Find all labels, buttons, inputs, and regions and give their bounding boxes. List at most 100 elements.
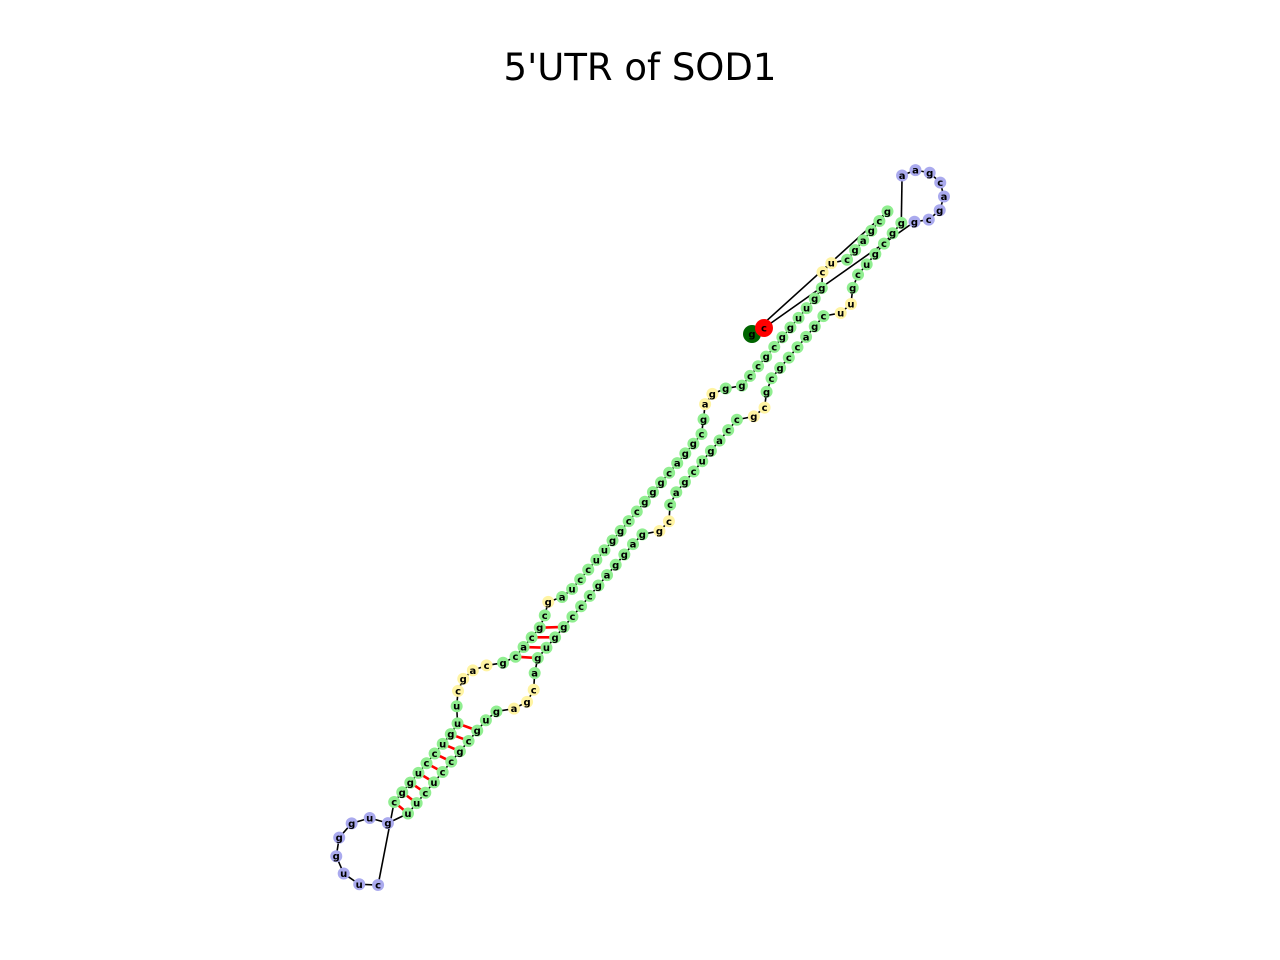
nucleotide: u bbox=[845, 298, 857, 311]
nucleotide: g bbox=[679, 447, 691, 460]
nucleotide: g bbox=[647, 486, 659, 499]
nucleotide-label: c bbox=[391, 797, 397, 808]
nucleotide-label: g bbox=[609, 536, 616, 547]
nucleotide-label: c bbox=[466, 736, 472, 747]
nucleotide-label: u bbox=[803, 304, 810, 315]
nucleotide-label: g bbox=[709, 389, 716, 400]
nucleotide-label: c bbox=[769, 374, 775, 385]
nucleotide-label: a bbox=[674, 459, 681, 470]
nucleotide: g bbox=[457, 673, 469, 686]
nucleotide: a bbox=[909, 164, 921, 177]
nucleotide-label: c bbox=[455, 686, 461, 697]
three-prime-end: c bbox=[755, 319, 773, 337]
nucleotide: g bbox=[761, 386, 773, 399]
nucleotide-label: a bbox=[941, 192, 948, 203]
nucleotide-label: u bbox=[569, 584, 576, 595]
nucleotide-label: g bbox=[639, 530, 646, 541]
nucleotide-label: g bbox=[536, 623, 543, 634]
nucleotide-label: g bbox=[560, 622, 567, 633]
nucleotide: g bbox=[346, 817, 358, 830]
nucleotide: g bbox=[760, 351, 772, 364]
nucleotide-label: c bbox=[699, 430, 705, 441]
nucleotide-label: g bbox=[500, 658, 507, 669]
nucleotide-label: u bbox=[795, 313, 802, 324]
nucleotide-label: g bbox=[333, 852, 340, 863]
nucleotide-label: g bbox=[787, 323, 794, 334]
nucleotide-label: g bbox=[779, 333, 786, 344]
nucleotide: u bbox=[353, 878, 365, 891]
nucleotide-label: c bbox=[926, 215, 932, 226]
nucleotide: u bbox=[590, 554, 602, 567]
nucleotide: u bbox=[793, 312, 805, 325]
nucleotide: g bbox=[934, 204, 946, 217]
nucleotide-label: c bbox=[855, 270, 861, 281]
nucleotide: c bbox=[528, 684, 540, 697]
nucleotide-label: g bbox=[777, 363, 784, 374]
nucleotide-label: c bbox=[578, 602, 584, 613]
nucleotide: g bbox=[404, 777, 416, 790]
nucleotide: g bbox=[454, 745, 466, 758]
nucleotide: u bbox=[437, 738, 449, 751]
nucleotide: u bbox=[566, 583, 578, 596]
nucleotide: g bbox=[607, 535, 619, 548]
nucleotide-label: g bbox=[926, 168, 933, 179]
nucleotide: g bbox=[558, 621, 570, 634]
nucleotide-label: g bbox=[763, 352, 770, 363]
nucleotide-label: c bbox=[755, 362, 761, 373]
nucleotide-label: c bbox=[531, 685, 537, 696]
nucleotide-label: c bbox=[747, 371, 753, 382]
nucleotide: u bbox=[598, 544, 610, 557]
nucleotide-label: c bbox=[542, 611, 548, 622]
nucleotide-label: g bbox=[748, 330, 755, 341]
nucleotide-label: a bbox=[511, 704, 518, 715]
nucleotide: g bbox=[521, 696, 533, 709]
nucleotide-label: g bbox=[545, 597, 552, 608]
nucleotide-label: a bbox=[531, 669, 538, 680]
nucleotide-label: c bbox=[876, 217, 882, 228]
nucleotide-label: c bbox=[585, 565, 591, 576]
nucleotide-label: c bbox=[881, 239, 887, 250]
backbone-link bbox=[901, 175, 902, 222]
nucleotide-label: g bbox=[336, 833, 343, 844]
nucleotide-label: g bbox=[681, 477, 688, 488]
nucleotide-label: g bbox=[612, 560, 619, 571]
nucleotides: ggcgagcucgguuggcgccgggagcggacgggccgguucc… bbox=[330, 164, 950, 891]
nucleotide-label: a bbox=[559, 593, 566, 604]
nucleotide-label: c bbox=[626, 517, 632, 528]
nucleotide-label: g bbox=[849, 283, 856, 294]
nucleotide: a bbox=[529, 667, 541, 680]
nucleotide: c bbox=[759, 402, 771, 415]
nucleotide: u bbox=[412, 767, 424, 780]
nucleotide: g bbox=[869, 248, 881, 261]
nucleotide-label: u bbox=[340, 869, 347, 880]
nucleotide: g bbox=[542, 596, 554, 609]
nucleotide-label: c bbox=[666, 468, 672, 479]
nucleotide-label: c bbox=[513, 652, 519, 663]
backbone-link bbox=[378, 802, 394, 885]
nucleotide-label: a bbox=[630, 540, 637, 551]
nucleotide-label: g bbox=[811, 322, 818, 333]
nucleotide: g bbox=[490, 705, 502, 718]
nucleotide: g bbox=[687, 438, 699, 451]
nucleotide-label: g bbox=[649, 488, 656, 499]
nucleotide: a bbox=[508, 703, 520, 716]
nucleotide-label: u bbox=[454, 719, 461, 730]
nucleotide-label: u bbox=[482, 716, 489, 727]
nucleotide-label: u bbox=[413, 799, 420, 810]
nucleotide-label: c bbox=[424, 759, 430, 770]
nucleotide-label: c bbox=[794, 343, 800, 354]
figure-title: 5'UTR of SOD1 bbox=[504, 46, 777, 89]
nucleotide-label: g bbox=[884, 207, 891, 218]
nucleotide-label: a bbox=[604, 571, 611, 582]
nucleotide-label: c bbox=[820, 268, 826, 279]
nucleotide: u bbox=[835, 307, 847, 320]
nucleotide: g bbox=[497, 657, 509, 670]
nucleotide-label: a bbox=[912, 166, 919, 177]
nucleotide-label: g bbox=[738, 381, 745, 392]
nucleotide-label: c bbox=[448, 757, 454, 768]
nucleotide-label: g bbox=[523, 697, 530, 708]
nucleotide-label: g bbox=[818, 283, 825, 294]
nucleotide: g bbox=[592, 580, 604, 593]
nucleotide: g bbox=[615, 525, 627, 538]
nucleotide: a bbox=[467, 664, 479, 677]
